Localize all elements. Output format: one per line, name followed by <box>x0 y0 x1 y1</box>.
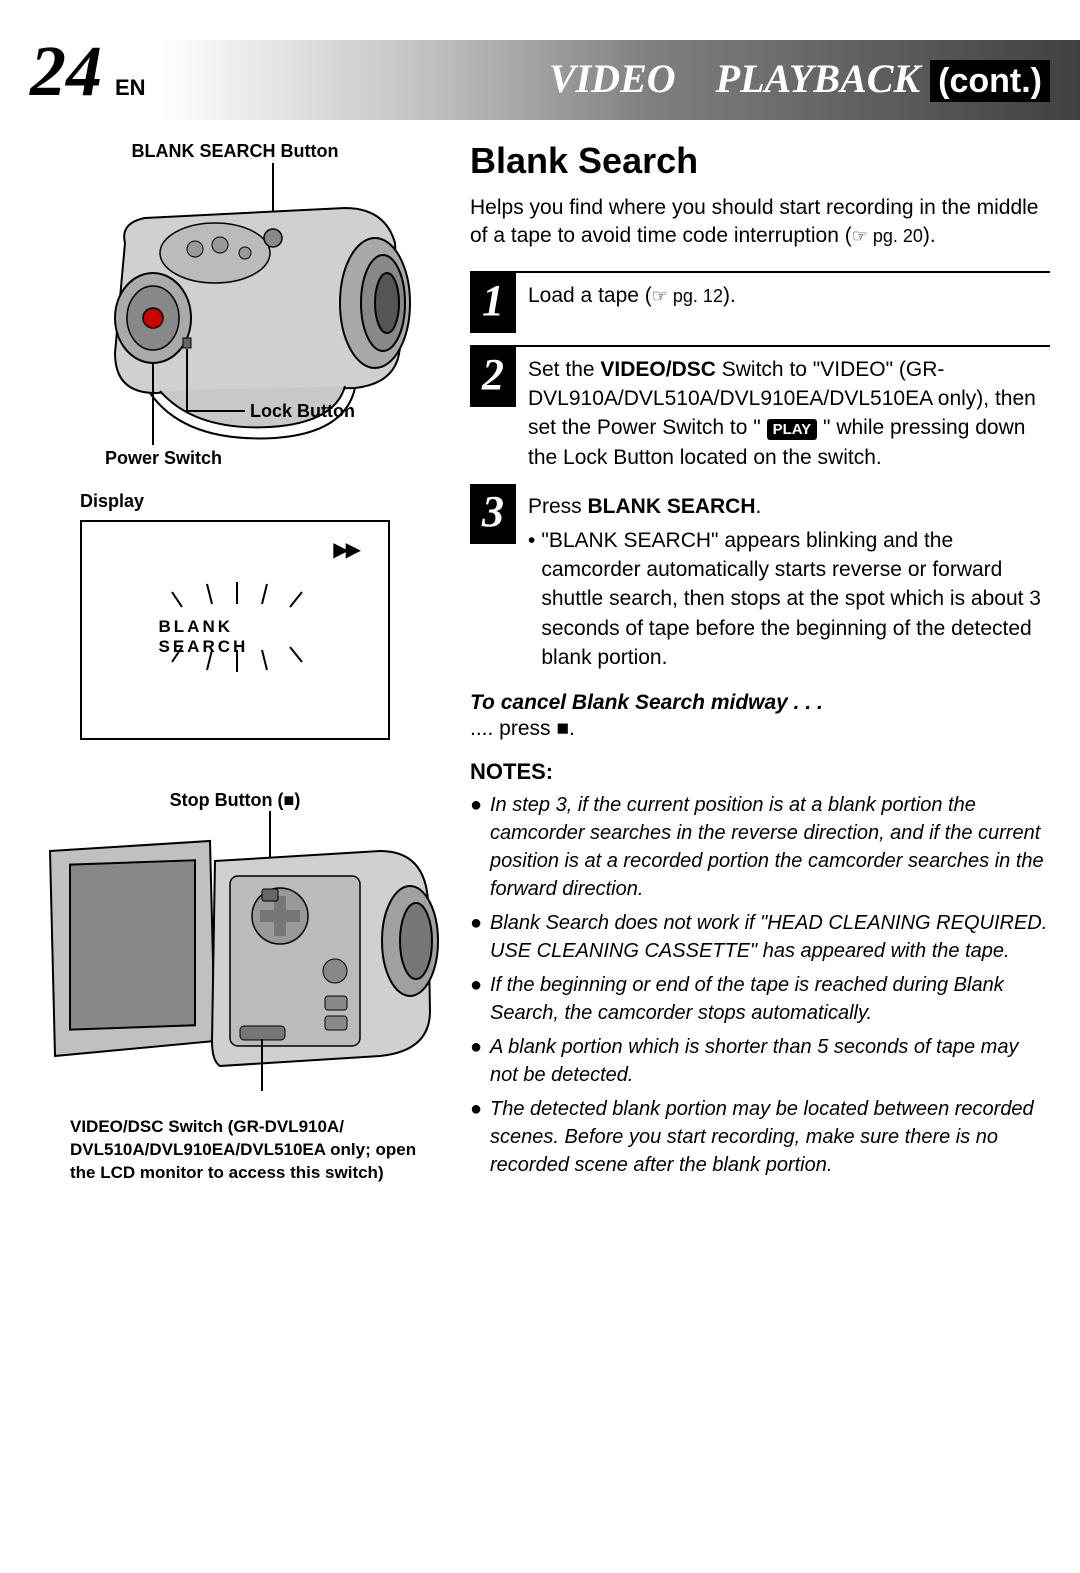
display-box: ▶▶ BLANK SEARCH <box>80 520 390 740</box>
display-section: Display ▶▶ BLANK SEARCH <box>30 491 440 740</box>
section-title: Blank Search <box>470 140 1050 182</box>
video-dsc-switch-caption: VIDEO/DSC Switch (GR-DVL910A/ DVL510A/DV… <box>70 1116 440 1185</box>
note-item: The detected blank portion may be locate… <box>470 1095 1050 1179</box>
step-1-body: Load a tape (☞ pg. 12). <box>528 281 1050 333</box>
step3-c: . <box>756 495 762 518</box>
stop-button-label: Stop Button (■) <box>30 790 440 811</box>
power-switch-label: Power Switch <box>105 447 440 470</box>
step3-bullet: "BLANK SEARCH" appears blinking and the … <box>541 526 1050 673</box>
note-item: Blank Search does not work if "HEAD CLEA… <box>470 909 1050 965</box>
step-3-body: Press BLANK SEARCH. • "BLANK SEARCH" app… <box>528 492 1050 672</box>
cancel-text: .... press ■. <box>470 717 1050 741</box>
notes-heading: NOTES: <box>470 759 1050 785</box>
step-2: 2 Set the VIDEO/DSC Switch to "VIDEO" (G… <box>470 345 1050 473</box>
cancel-heading: To cancel Blank Search midway . . . <box>470 691 1050 715</box>
intro-text: Helps you find where you should start re… <box>470 194 1050 251</box>
page-ref-icon: ☞ pg. 12 <box>652 284 723 309</box>
page-language: EN <box>115 75 146 101</box>
notes-list: In step 3, if the current position is at… <box>470 791 1050 1179</box>
play-badge: PLAY <box>767 419 818 440</box>
camcorder-top-illustration: Lock Button <box>45 163 425 453</box>
note-item: In step 3, if the current position is at… <box>470 791 1050 903</box>
step-2-body: Set the VIDEO/DSC Switch to "VIDEO" (GR-… <box>528 355 1050 473</box>
header-title-cont: (cont.) <box>930 60 1050 102</box>
step-3: 3 Press BLANK SEARCH. • "BLANK SEARCH" a… <box>470 484 1050 672</box>
step3-a: Press <box>528 495 588 518</box>
note-item: A blank portion which is shorter than 5 … <box>470 1033 1050 1089</box>
intro-post: ). <box>923 224 936 247</box>
step-number-3: 3 <box>470 484 516 544</box>
step3-b: BLANK SEARCH <box>588 495 756 518</box>
step-1: 1 Load a tape (☞ pg. 12). <box>470 271 1050 333</box>
display-label: Display <box>80 491 440 512</box>
step-number-2: 2 <box>470 347 516 407</box>
page-header: 24 EN VIDEO PLAYBACK (cont.) <box>0 40 1080 120</box>
blank-search-button-label: BLANK SEARCH Button <box>30 140 440 163</box>
step-number-1: 1 <box>470 273 516 333</box>
note-item: If the beginning or end of the tape is r… <box>470 971 1050 1027</box>
step2-a: Set the <box>528 358 600 381</box>
page-number: 24 <box>30 30 102 113</box>
right-column: Blank Search Helps you find where you sh… <box>460 140 1050 1185</box>
left-column: BLANK SEARCH Button <box>30 140 460 1185</box>
header-title-main: VIDEO PLAYBACK <box>549 56 920 101</box>
step1-post: ). <box>723 284 736 307</box>
step1-pre: Load a tape ( <box>528 284 652 307</box>
bullet-icon: • <box>528 526 535 673</box>
header-title: VIDEO PLAYBACK (cont.) <box>549 55 1050 102</box>
svg-text:Lock Button: Lock Button <box>250 401 355 421</box>
camcorder-open-illustration <box>30 811 440 1101</box>
step2-b: VIDEO/DSC <box>600 358 716 381</box>
page-ref-icon: ☞ pg. 20 <box>852 224 923 248</box>
intro-pre: Helps you find where you should start re… <box>470 196 1038 247</box>
